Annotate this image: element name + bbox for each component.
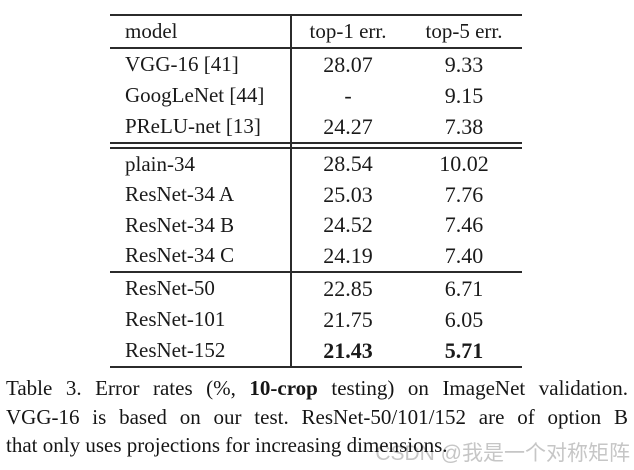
caption-bold-text: 10-crop (249, 376, 318, 400)
top1-cell: 21.43 (323, 337, 373, 363)
table-row: ResNet-34 C 24.19 7.40 (110, 241, 522, 272)
top5-cell: 9.33 (444, 51, 484, 77)
top1-cell: 28.07 (323, 51, 373, 77)
top1-cell: 24.52 (323, 212, 373, 238)
top5-cell: 7.46 (444, 212, 484, 238)
top5-cell: 9.15 (444, 82, 484, 108)
model-cell: ResNet-34 A (125, 182, 235, 207)
table-row: plain-34 28.54 10.02 (110, 149, 522, 180)
model-cell: PReLU-net [13] (125, 114, 261, 138)
model-cell: plain-34 (125, 151, 195, 176)
top5-cell: 10.02 (439, 151, 489, 177)
model-cell: ResNet-152 (125, 338, 226, 362)
top1-cell: - (344, 82, 352, 108)
top5-cell: 7.76 (444, 181, 484, 207)
table-group-deep-resnets: ResNet-50 22.85 6.71 ResNet-101 21.75 6.… (110, 273, 522, 366)
table-row: VGG-16 [41] 28.07 9.33 (110, 49, 522, 80)
model-cell: ResNet-101 (125, 307, 226, 331)
table-group-baselines: VGG-16 [41] 28.07 9.33 GoogLeNet [44] - … (110, 49, 522, 149)
top5-cell: 6.05 (444, 306, 484, 332)
top5-cell: 7.38 (444, 113, 484, 139)
top5-cell: 5.71 (444, 337, 484, 363)
col-header-model: model (125, 19, 178, 43)
table-row: ResNet-34 A 25.03 7.76 (110, 180, 522, 211)
model-cell: VGG-16 [41] (125, 52, 239, 76)
top1-cell: 22.85 (323, 275, 373, 301)
col-header-top1: top-1 err. (309, 19, 387, 43)
table-row: ResNet-152 21.43 5.71 (110, 335, 522, 366)
table-caption: Table 3. Error rates (%, 10-crop testing… (6, 374, 628, 460)
top1-cell: 25.03 (323, 181, 373, 207)
model-cell: ResNet-50 (125, 276, 215, 300)
top1-cell: 21.75 (323, 306, 373, 332)
model-cell: ResNet-34 B (125, 212, 235, 237)
table-row: GoogLeNet [44] - 9.15 (110, 80, 522, 111)
table-header-row: model top-1 err. top-5 err. (110, 16, 522, 49)
col-header-top5: top-5 err. (425, 19, 503, 43)
table-row: ResNet-101 21.75 6.05 (110, 304, 522, 335)
table-group-34layer: plain-34 28.54 10.02 ResNet-34 A 25.03 7… (110, 149, 522, 273)
results-table: model top-1 err. top-5 err. VGG-16 [41] … (110, 14, 522, 368)
top5-cell: 6.71 (444, 275, 484, 301)
model-cell: ResNet-34 C (125, 243, 235, 268)
caption-text: testing) on ImageNet validation. (317, 376, 628, 400)
top1-cell: 24.27 (323, 113, 373, 139)
table-row: ResNet-50 22.85 6.71 (110, 273, 522, 304)
top1-cell: 28.54 (323, 151, 373, 177)
caption-line-1: Table 3. Error rates (%, 10-crop testing… (6, 374, 628, 403)
caption-line-3: that only uses projections for increasin… (6, 433, 448, 457)
caption-text: Table 3. Error rates (%, (6, 376, 250, 400)
table-row: ResNet-34 B 24.52 7.46 (110, 210, 522, 241)
top1-cell: 24.19 (323, 242, 373, 268)
table-row: PReLU-net [13] 24.27 7.38 (110, 111, 522, 142)
model-cell: GoogLeNet [44] (125, 83, 265, 107)
csdn-watermark: CSDN @我是一个对称矩阵 (375, 442, 630, 465)
top5-cell: 7.40 (444, 242, 484, 268)
caption-line-2: VGG-16 is based on our test. ResNet-50/1… (6, 404, 628, 429)
column-separator-line (290, 16, 292, 366)
